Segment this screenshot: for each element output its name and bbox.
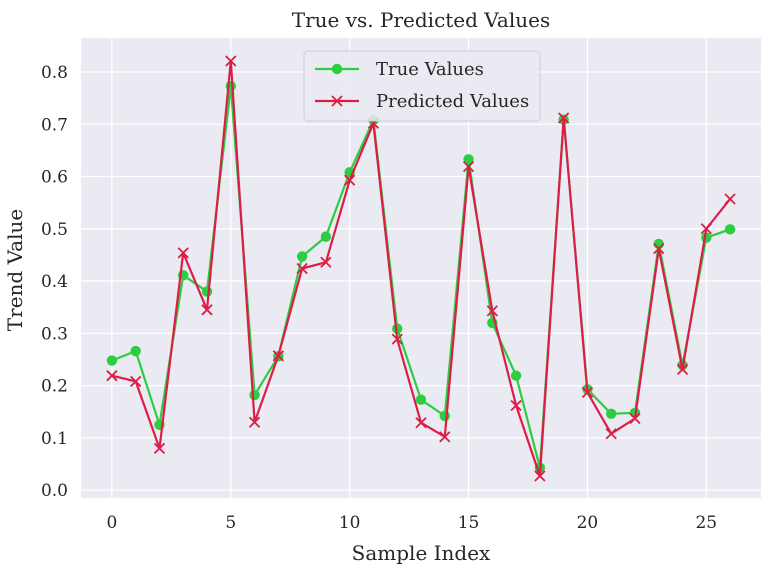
y-tick-label: 0.1: [41, 429, 68, 449]
legend-label: True Values: [376, 59, 484, 80]
grid: [81, 38, 761, 498]
y-tick-label: 0.8: [41, 63, 68, 83]
data-point: [391, 333, 403, 345]
series-predicted-values: [106, 55, 736, 482]
data-point: [629, 412, 641, 425]
legend-label: Predicted Values: [376, 91, 529, 112]
data-point: [606, 408, 617, 420]
x-tick-label: 20: [577, 513, 599, 533]
chart-title: True vs. Predicted Values: [292, 8, 550, 32]
data-point: [439, 431, 451, 443]
data-point: [153, 442, 166, 454]
data-point: [415, 394, 427, 405]
data-point: [534, 470, 546, 482]
y-tick-label: 0.5: [41, 220, 68, 240]
legend-marker: [331, 95, 343, 107]
data-point: [130, 345, 141, 357]
x-axis-label: Sample Index: [352, 541, 491, 565]
data-point: [248, 416, 261, 428]
data-point: [510, 399, 522, 412]
data-point: [700, 223, 712, 235]
data-point: [272, 350, 284, 362]
data-point: [462, 160, 475, 173]
y-axis-ticks: 0.0 0.1 0.2 0.3 0.4 0.5 0.6 0.7 0.8: [41, 63, 68, 501]
data-point: [320, 231, 332, 242]
data-point: [320, 256, 332, 268]
x-tick-label: 25: [695, 513, 717, 533]
y-tick-label: 0.6: [41, 168, 68, 188]
x-tick-label: 15: [458, 513, 480, 533]
data-point: [676, 363, 689, 376]
x-axis-ticks: 0 5 10 15 20 25: [106, 513, 717, 533]
data-point: [296, 262, 308, 275]
legend-marker: [331, 63, 343, 75]
data-point: [201, 286, 213, 297]
data-point: [605, 428, 617, 440]
data-point: [724, 193, 736, 205]
data-point: [106, 355, 118, 366]
y-tick-label: 0.4: [41, 272, 68, 292]
y-axis-label: Trend Value: [3, 209, 27, 331]
legend-item: Predicted Values: [315, 91, 529, 112]
data-point: [415, 417, 427, 429]
y-tick-label: 0.3: [41, 324, 68, 344]
data-point: [653, 243, 665, 255]
data-point: [201, 304, 213, 316]
data-point: [130, 375, 142, 388]
y-tick-label: 0.7: [41, 115, 68, 135]
data-point: [558, 112, 570, 124]
y-tick-label: 0.0: [41, 481, 68, 501]
legend: True Values Predicted Values: [303, 50, 541, 122]
data-point: [249, 389, 260, 401]
data-point: [486, 305, 498, 317]
y-tick-label: 0.2: [41, 377, 68, 397]
legend-box: [303, 50, 541, 122]
data-point: [225, 55, 237, 67]
data-point: [510, 370, 522, 381]
legend-item: True Values: [315, 59, 484, 80]
x-tick-label: 0: [106, 513, 117, 533]
x-tick-label: 10: [339, 513, 361, 533]
data-point: [177, 247, 189, 259]
data-point: [463, 154, 474, 165]
data-point: [439, 410, 450, 422]
data-point: [344, 174, 356, 186]
data-point: [392, 323, 403, 334]
data-point: [296, 251, 308, 262]
x-tick-label: 5: [225, 513, 236, 533]
data-point: [581, 386, 594, 399]
data-point: [106, 370, 118, 382]
data-point: [724, 224, 736, 235]
